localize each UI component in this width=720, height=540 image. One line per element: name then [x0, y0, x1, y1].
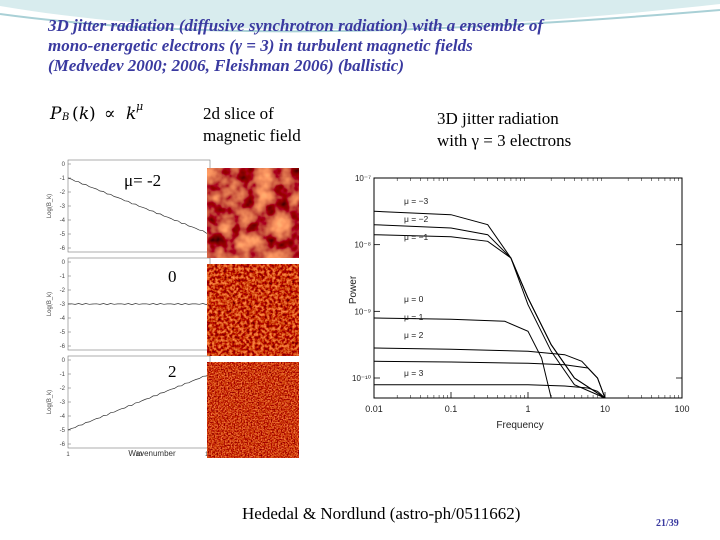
page-number: 21/39: [656, 518, 679, 529]
slope-ytick: -6: [60, 344, 66, 350]
slope-ytick: -5: [60, 428, 66, 434]
spectrum-ylabel: Power: [348, 275, 359, 304]
slope-ytick: -3: [60, 204, 66, 210]
spectrum-ytick: 10⁻⁸: [355, 241, 372, 250]
slope-line: [67, 303, 211, 305]
slope-panel-2: 0 -1 -2 -3 -4 -5 -6 Log(B_k): [47, 257, 211, 351]
slope-ytick: -4: [60, 316, 66, 322]
spectrum-ytick: 10⁻¹⁰: [352, 374, 371, 383]
slope-ytick: 0: [62, 162, 66, 168]
slope-ytick: -5: [60, 232, 66, 238]
jitter-label: 3D jitter radiation with γ = 3 electrons: [437, 108, 571, 152]
spectrum-legend-top: μ = −2: [404, 214, 429, 224]
spectrum-xtick: 1: [525, 404, 530, 414]
spectrum-legend-top: μ = −3: [404, 196, 429, 206]
slope-ylabel: Log(B_k): [47, 390, 53, 414]
slope-ytick: -4: [60, 414, 66, 420]
spectrum-series-line: [374, 384, 606, 399]
spectrum-series-line: [373, 234, 606, 399]
slope-ytick: 0: [62, 358, 66, 364]
slice-label: 2d slice of magnetic field: [203, 103, 301, 147]
slope-xlabel: Wavenumber: [128, 449, 176, 458]
slope-line: [67, 373, 211, 431]
slope-ytick: -1: [60, 274, 66, 280]
slope-xtick: 1: [66, 452, 70, 458]
spectrum-xtick: 0.1: [445, 404, 458, 414]
slope-line: [67, 177, 211, 234]
magnetic-field-slices: [207, 168, 299, 458]
spectrum-legend-bottom: μ = 3: [404, 368, 424, 378]
jitter-label-line-2: with γ = 3 electrons: [437, 131, 572, 150]
slice-panel-2: [207, 264, 299, 356]
slice-panel-1: [207, 168, 299, 258]
spectrum-ytick: 10⁻⁷: [355, 174, 371, 183]
mu-label-second: 0: [168, 267, 177, 286]
spectrum-legend-bottom: μ = 1: [404, 312, 424, 322]
jitter-label-line-1: 3D jitter radiation: [437, 109, 559, 128]
slice-panel-3: [207, 362, 299, 458]
slice-label-line-2: magnetic field: [203, 126, 301, 145]
spectrum-series-line: [373, 317, 605, 399]
mu-label-first: μ= -2: [124, 171, 162, 190]
spectrum-ytick: 10⁻⁹: [354, 307, 371, 316]
spectrum-legend-bottom: μ = 2: [404, 330, 424, 340]
slope-ytick: -5: [60, 330, 66, 336]
title-line-3: (Medvedev 2000; 2006, Fleishman 2006) (b…: [48, 56, 405, 75]
header-swoosh: [0, 0, 720, 33]
power-spectrum-panels: 0 -1 -2 -3 -4 -5 -6 Log(B_k) 0 -1 -2 -3 -4 -5 -6 Log(B_…: [42, 158, 214, 460]
slope-ytick: -2: [60, 190, 66, 196]
citation: Hededal & Nordlund (astro-ph/0511662): [242, 504, 521, 523]
slope-ytick: -6: [60, 246, 66, 252]
spectrum-legend-top: μ = −1: [404, 232, 429, 242]
spectrum-xtick: 0.01: [365, 404, 383, 414]
spectrum-frame: [373, 177, 683, 399]
slope-ytick: -4: [60, 218, 66, 224]
slope-ytick: -3: [60, 400, 66, 406]
spectrum-legend-bottom: μ = 0: [404, 294, 424, 304]
slope-ytick: -6: [60, 442, 66, 448]
spectrum-series-line: [373, 360, 606, 399]
title-line-2: mono-energetic electrons (γ = 3) in turb…: [48, 36, 473, 55]
slope-ytick: -1: [60, 372, 66, 378]
spectrum-xtick: 100: [674, 404, 689, 414]
jitter-spectrum-chart: 0.01 0.1 1 10 100 10⁻¹⁰ 10⁻⁹ 10⁻⁸ 10⁻⁷ μ = −3 μ =…: [330, 160, 695, 432]
slope-ylabel: Log(B_k): [47, 292, 53, 316]
mu-label-third: 2: [168, 362, 177, 381]
slope-ytick: -1: [60, 176, 66, 182]
slope-ylabel: Log(B_k): [47, 194, 53, 218]
slope-ytick: 0: [62, 260, 66, 266]
power-law-formula: P B ( k ) ∝ k μ: [48, 100, 152, 128]
spectrum-xtick: 10: [600, 404, 610, 414]
slice-label-line-1: 2d slice of: [203, 104, 274, 123]
slope-xtick: 10: [136, 452, 143, 458]
slope-ytick: -3: [60, 302, 66, 308]
slope-ytick: -2: [60, 386, 66, 392]
spectrum-series-line: [373, 210, 606, 399]
slope-panel-1: 0 -1 -2 -3 -4 -5 -6 Log(B_k): [47, 159, 211, 253]
slope-ytick: -2: [60, 288, 66, 294]
spectrum-xlabel: Frequency: [496, 420, 543, 431]
slide-title: 3D jitter radiation (diffusive synchrotr…: [48, 16, 698, 76]
title-line-1: 3D jitter radiation (diffusive synchrotr…: [48, 16, 544, 35]
